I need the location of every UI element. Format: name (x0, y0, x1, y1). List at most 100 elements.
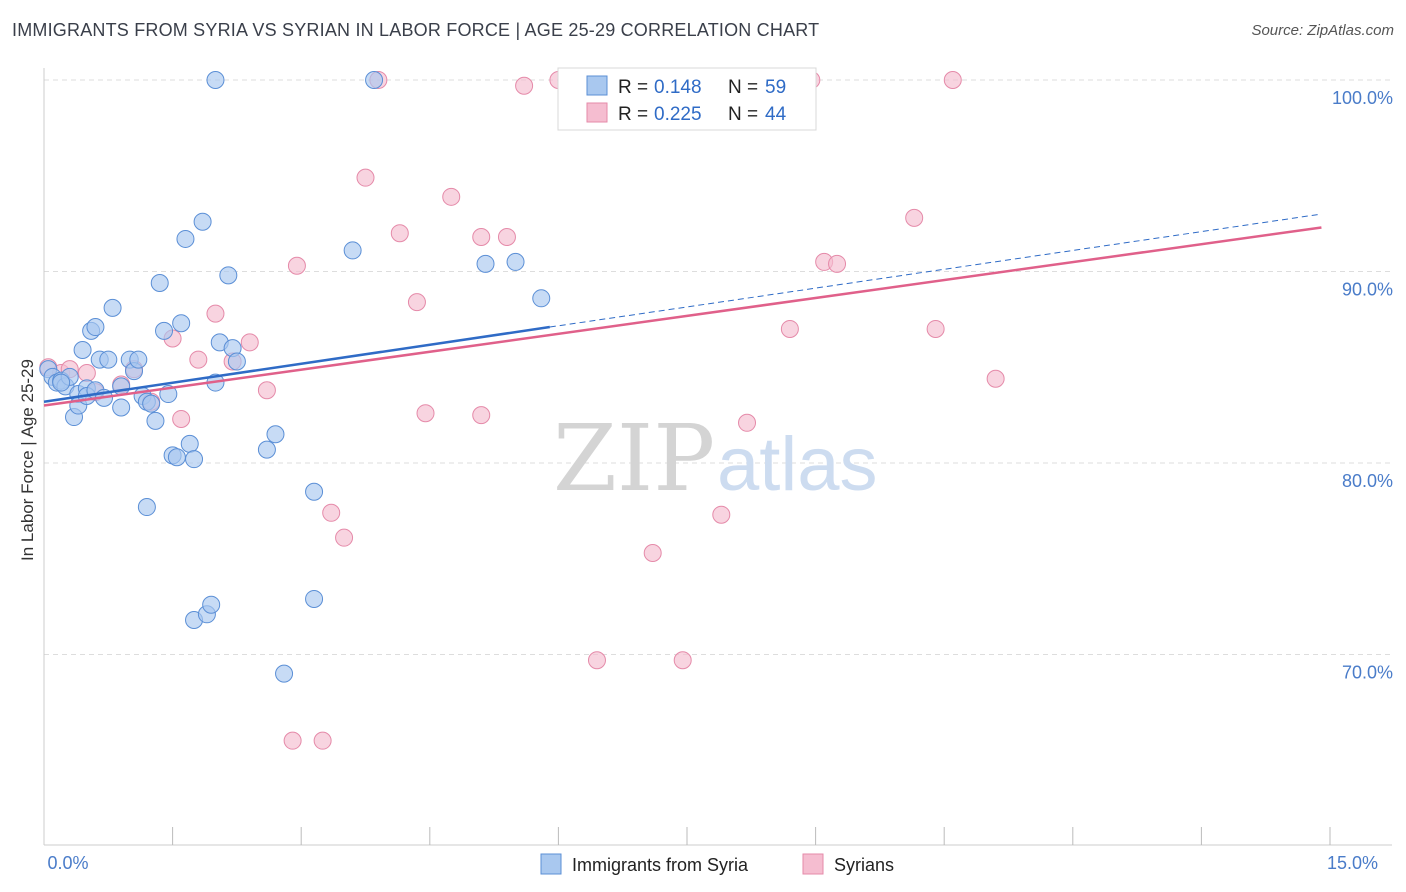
series-legend: Immigrants from Syria Syrians (540, 853, 894, 875)
legend-swatch-blue (586, 75, 608, 96)
point-syria-58 (52, 373, 71, 392)
point-syria-57 (206, 71, 225, 89)
legend-r-value-2: 0.225 (654, 104, 702, 125)
point-syrians-22 (390, 224, 409, 243)
y-tick-label-1: 90.0% (1342, 280, 1393, 300)
legend-r-value-1: 0.148 (654, 77, 702, 98)
bottom-legend-label-blue: Immigrants from Syria (572, 855, 749, 875)
chart-title: IMMIGRANTS FROM SYRIA VS SYRIAN IN LABOR… (12, 20, 820, 40)
legend-r-label-2: R = (618, 104, 648, 125)
point-syria-28 (146, 411, 165, 430)
point-syrians-11 (206, 304, 225, 323)
y-tick-label-0: 100.0% (1332, 88, 1393, 108)
point-syria-54 (476, 254, 495, 273)
point-syrians-42 (926, 319, 945, 338)
legend-n-value-2: 44 (765, 104, 787, 125)
watermark-zip: ZIP (553, 405, 715, 512)
point-syrians-31 (587, 651, 606, 670)
point-syrians-36 (738, 413, 757, 432)
point-syria-27 (142, 394, 161, 413)
point-syria-29 (150, 273, 169, 292)
point-syrians-37 (780, 319, 799, 338)
bottom-legend-swatch-blue (540, 853, 562, 875)
point-syrians-29 (515, 76, 534, 95)
point-syrians-32 (643, 544, 662, 563)
series-immigrants-from-syria (39, 71, 551, 683)
point-syria-56 (532, 289, 551, 308)
point-syria-41 (202, 595, 221, 614)
point-syria-55 (506, 252, 525, 271)
bottom-legend-swatch-pink (802, 853, 824, 875)
y-axis-label: In Labor Force | Age 25-29 (18, 359, 37, 561)
tick-labels: 100.0% 90.0% 80.0% 70.0% 0.0% 15.0% (47, 88, 1393, 873)
y-tick-label-2: 80.0% (1342, 471, 1393, 491)
trend-syria-extension (549, 213, 1322, 328)
point-syrians-28 (497, 228, 516, 247)
point-syrians-15 (283, 731, 302, 750)
point-syria-47 (257, 440, 276, 459)
axes (43, 68, 1392, 846)
point-syria-34 (172, 314, 191, 333)
point-syrians-10 (189, 350, 208, 369)
point-syria-37 (185, 450, 204, 469)
point-syrians-41 (905, 208, 924, 227)
point-syria-17 (99, 350, 118, 369)
point-syria-33 (167, 448, 186, 467)
series-syrians (39, 71, 1005, 750)
point-syrians-13 (240, 333, 259, 352)
gridlines (44, 79, 1392, 655)
point-syria-52 (343, 241, 362, 260)
point-syrians-19 (335, 528, 354, 547)
point-syrians-44 (943, 71, 962, 89)
point-syrians-43 (986, 369, 1005, 388)
point-syria-26 (137, 498, 156, 517)
bottom-legend-label-pink: Syrians (834, 855, 894, 875)
chart-source: Source: ZipAtlas.com (1251, 22, 1394, 39)
legend-n-label-1: N = (728, 77, 758, 98)
trend-syrians (43, 226, 1322, 407)
legend-n-value-1: 59 (765, 77, 786, 98)
watermark-atlas: atlas (717, 422, 878, 507)
point-syrians-25 (442, 187, 461, 206)
x-tick-label-1: 15.0% (1327, 853, 1378, 873)
point-syrians-14 (257, 381, 276, 400)
point-syria-9 (73, 341, 92, 360)
point-syrians-35 (712, 505, 731, 524)
point-syria-23 (129, 350, 148, 369)
point-syrians-3 (77, 363, 96, 382)
point-syria-39 (193, 212, 212, 231)
legend-n-label-2: N = (728, 104, 758, 125)
legend-r-label-1: R = (618, 77, 648, 98)
point-syrians-9 (172, 409, 191, 428)
point-syria-35 (176, 229, 195, 248)
legend-swatch-pink (586, 102, 608, 123)
point-syrians-23 (407, 293, 426, 312)
trend-syria (43, 325, 551, 403)
point-syrians-26 (472, 228, 491, 247)
point-syrians-20 (356, 168, 375, 187)
point-syrians-33 (673, 651, 692, 670)
point-syria-48 (266, 425, 285, 444)
point-syria-49 (275, 664, 294, 683)
point-syria-53 (365, 71, 384, 89)
point-syrians-24 (416, 404, 435, 423)
y-tick-label-3: 70.0% (1342, 663, 1393, 683)
point-syrians-17 (313, 731, 332, 750)
x-tick-label-0: 0.0% (47, 853, 88, 873)
point-syrians-40 (828, 254, 847, 273)
correlation-legend: R = 0.148 N = 59 R = 0.225 N = 44 (557, 67, 817, 131)
point-syria-13 (86, 318, 105, 337)
point-syria-44 (219, 266, 238, 285)
point-syria-46 (227, 352, 246, 371)
point-syrians-18 (322, 503, 341, 522)
point-syria-18 (103, 298, 122, 317)
point-syria-50 (305, 482, 324, 501)
point-syria-20 (112, 398, 131, 417)
point-syria-51 (305, 589, 324, 608)
point-syrians-16 (287, 256, 306, 275)
point-syrians-27 (472, 406, 491, 425)
point-syria-36 (180, 434, 199, 453)
point-syria-30 (155, 321, 174, 340)
trend-lines (43, 213, 1322, 407)
